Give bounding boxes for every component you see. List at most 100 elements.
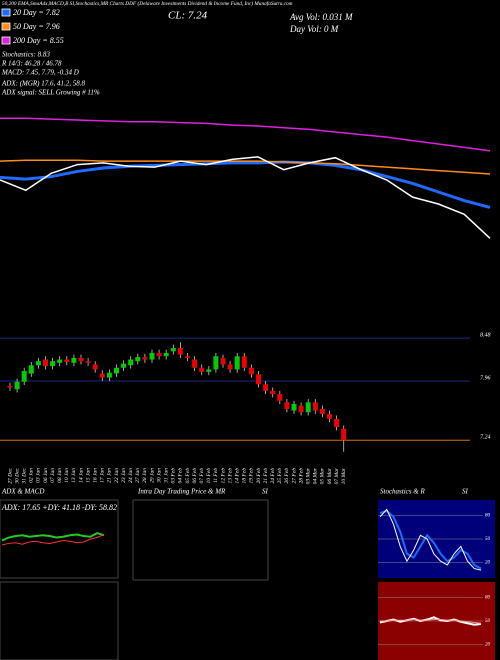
candle-body: [277, 394, 283, 401]
x-tick-label: 18 Feb: [242, 468, 248, 484]
x-tick-label: 04 Feb: [177, 468, 184, 484]
candle-body: [14, 381, 20, 390]
candle-body: [227, 364, 233, 370]
legend-label: 200 Day = 8.55: [13, 36, 64, 45]
x-tick-label: 23 Jan: [121, 468, 127, 483]
candle-body: [263, 384, 269, 391]
candle-body: [334, 418, 340, 428]
x-tick-label: 29 Jan: [149, 468, 155, 483]
x-tick-label: 14 Feb: [233, 468, 240, 484]
candle-body: [312, 402, 318, 411]
candle-body: [241, 356, 247, 368]
x-tick-label: 21 Feb: [263, 468, 269, 484]
x-tick-label: 06 Jan: [43, 468, 49, 483]
page-title: 50,200 EMA,SmaAdx,MACD,B SI,Stochastics,…: [2, 0, 293, 7]
annotation: MACD: 7.45, 7.79, -0.34 D: [1, 69, 79, 77]
x-tick-label: 07 Jan: [50, 468, 56, 483]
candle-body: [71, 357, 77, 363]
panel-label: SI: [262, 488, 269, 496]
y-tick-label: 7.24: [480, 434, 491, 441]
candle-body: [128, 359, 134, 366]
candle-body: [21, 371, 27, 382]
x-tick-label: 02 Jan: [29, 468, 35, 483]
x-tick-label: 07 Feb: [199, 468, 205, 484]
x-tick-label: 11 Feb: [213, 468, 219, 483]
x-tick-label: 27 Feb: [291, 468, 297, 484]
annotation: Stochastics: 8.83: [2, 51, 50, 59]
candle-body: [270, 390, 276, 395]
panel-title: ADX & MACD: [1, 488, 44, 496]
series-line: [0, 160, 491, 209]
x-tick-label: 30 Jan: [156, 468, 162, 484]
x-tick-label: 22 Jan: [114, 468, 120, 483]
x-tick-label: 20 Feb: [256, 468, 262, 484]
candle-body: [319, 408, 325, 414]
y-tick-label: 80: [485, 596, 491, 601]
x-tick-label: 03 Feb: [171, 468, 177, 484]
x-tick-label: 12 Feb: [220, 468, 226, 484]
x-tick-label: 27 Dec: [7, 467, 13, 483]
candle-body: [163, 352, 169, 357]
candle-body: [135, 357, 141, 362]
legend-swatch: [1, 22, 11, 31]
x-tick-label: 13 Feb: [227, 468, 233, 484]
x-tick-label: 05 Mar: [320, 467, 326, 484]
x-tick-label: 31 Jan: [163, 468, 169, 484]
y-tick-label: 20: [485, 561, 491, 566]
panel-title: Stochastics & R: [380, 488, 425, 496]
candle-body: [291, 404, 297, 411]
candle-body: [78, 357, 84, 362]
candle-body: [248, 367, 254, 375]
candle-body: [256, 374, 261, 385]
series-line: [0, 117, 491, 152]
candle-body: [28, 365, 34, 374]
x-tick-label: 06 Mar: [327, 467, 333, 484]
x-tick-label: 10 Mar: [341, 467, 347, 484]
annotation: CL: 7.24: [168, 10, 208, 22]
candle-body: [234, 356, 240, 370]
candle-body: [106, 372, 112, 378]
x-tick-label: 10 Jan: [64, 468, 70, 483]
y-tick-label: 7.96: [480, 375, 491, 381]
legend-label: 20 Day = 7.82: [13, 8, 60, 17]
candle-body: [185, 356, 190, 358]
x-tick-label: 17 Jan: [100, 468, 106, 483]
x-tick-label: 19 Feb: [249, 468, 255, 484]
x-tick-label: 08 Jan: [57, 468, 63, 483]
x-tick-label: 16 Jan: [92, 468, 98, 483]
candle-body: [327, 413, 332, 419]
panel-label: SI: [462, 488, 469, 496]
y-tick-label: 20: [485, 643, 491, 648]
candle-body: [284, 402, 290, 409]
x-tick-label: 10 Feb: [206, 468, 212, 484]
x-tick-label: 06 Feb: [192, 468, 198, 484]
x-tick-label: 30 Dec: [14, 467, 20, 484]
candle-body: [220, 357, 226, 365]
x-tick-label: 14 Jan: [77, 468, 84, 483]
series-line: [379, 508, 482, 571]
x-tick-label: 07 Mar: [334, 467, 340, 484]
candle-body: [142, 357, 148, 360]
y-tick-label: 50: [485, 537, 491, 542]
candle-body: [114, 367, 119, 374]
candle-body: [35, 361, 41, 366]
candle-body: [57, 359, 63, 363]
panel-subtitle: ADX: 17.65 +DY: 41.18 -DY: 58.82: [1, 503, 117, 512]
candle-body: [85, 361, 91, 363]
annotation: R 14/3: 46.28 / 46.78: [1, 60, 62, 68]
candle-body: [50, 361, 56, 367]
annotation: Day Vol: 0 M: [289, 24, 339, 34]
legend-swatch: [1, 36, 11, 45]
candle-body: [298, 405, 304, 413]
x-tick-label: 15 Jan: [85, 468, 91, 483]
candle-body: [156, 352, 162, 357]
legend-label: 50 Day = 7.96: [13, 22, 60, 31]
candle-body: [92, 364, 98, 370]
series-line: [379, 509, 482, 570]
annotation: ADX signal: SELL Growing # 11%: [1, 89, 100, 97]
x-tick-label: 28 Feb: [298, 468, 304, 484]
x-tick-label: 25 Feb: [277, 468, 283, 484]
y-tick-label: 50: [485, 619, 491, 624]
x-tick-label: 04 Mar: [312, 467, 319, 484]
